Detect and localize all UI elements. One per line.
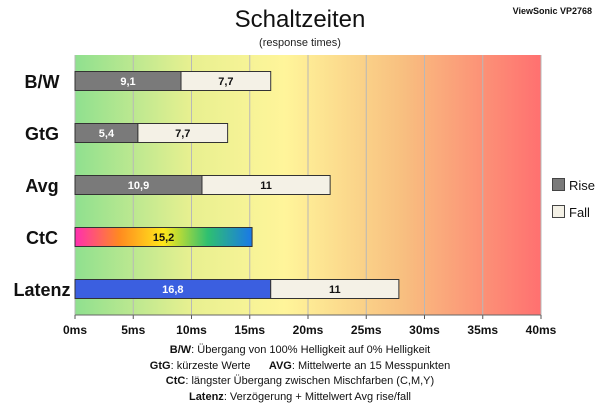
legend-fall-label: Fall xyxy=(569,205,590,220)
x-tick-label: 15ms xyxy=(234,323,265,337)
chart-title: Schaltzeiten xyxy=(234,6,366,33)
note-latenz-text: : Verzögerung + Mittelwert Avg rise/fall xyxy=(223,390,412,403)
note-gtg-text: : kürzeste Werte xyxy=(170,359,251,372)
rise-value-label: 10,9 xyxy=(128,180,149,192)
fall-value-label: 7,7 xyxy=(218,76,233,88)
x-tick-label: 10ms xyxy=(176,323,207,337)
note-ctc: CtC: längster Übergang zwischen Mischfar… xyxy=(0,374,600,390)
fall-bar xyxy=(201,175,331,195)
note-latenz: Latenz: Verzögerung + Mittelwert Avg ris… xyxy=(0,390,600,406)
x-tick-label: 25ms xyxy=(351,323,382,337)
footnotes: B/W: Übergang von 100% Helligkeit auf 0%… xyxy=(0,343,600,405)
legend-fall: Fall xyxy=(552,205,590,220)
note-ctc-text: : längster Übergang zwischen Mischfarben… xyxy=(185,375,435,387)
rise-value-label: 15,2 xyxy=(153,232,174,244)
chart-subtitle: (response times) xyxy=(259,37,341,49)
rise-value-label: 9,1 xyxy=(120,76,135,88)
legend-rise-label: Rise xyxy=(569,178,596,193)
note-bw-key: B/W xyxy=(169,344,192,356)
category-label: B/W xyxy=(25,72,60,92)
x-tick-label: 5ms xyxy=(121,323,145,337)
legend-rise: Rise xyxy=(552,178,595,193)
rise-bar xyxy=(74,227,253,247)
x-tick-label: 35ms xyxy=(467,323,498,337)
note-ctc-key: CtC xyxy=(165,375,186,387)
note-gtg-avg: GtG: kürzeste Werte AVG: Mittelwerte an … xyxy=(0,359,600,375)
fall-value-label: 11 xyxy=(329,284,341,296)
fall-value-label: 11 xyxy=(260,180,272,192)
rise-value-label: 5,4 xyxy=(99,128,115,140)
note-avg-key: AVG xyxy=(268,359,292,372)
note-gtg-key: GtG xyxy=(149,359,171,372)
legend-fall-swatch xyxy=(552,205,565,218)
brand-label: ViewSonic VP2768 xyxy=(512,6,592,16)
category-label: GtG xyxy=(25,124,59,144)
x-tick-label: 0ms xyxy=(63,323,87,337)
note-avg-text: : Mittelwerte an 15 Messpunkten xyxy=(291,359,451,372)
x-tick-label: 20ms xyxy=(293,323,324,337)
note-latenz-key: Latenz xyxy=(188,390,224,403)
legend-rise-swatch xyxy=(552,178,565,191)
note-bw: B/W: Übergang von 100% Helligkeit auf 0%… xyxy=(0,343,600,359)
category-label: Latenz xyxy=(13,280,70,300)
fall-bar xyxy=(180,71,272,91)
category-label: Avg xyxy=(25,176,58,196)
category-label: CtC xyxy=(26,228,58,248)
fall-value-label: 7,7 xyxy=(175,128,190,140)
chart: 9,1 7,7 5,4 7,7 10,9 11 15,2 16,8 11 B/W GtG Avg Ct… xyxy=(13,55,557,337)
note-bw-text: : Übergang von 100% Helligkeit auf 0% He… xyxy=(191,344,431,356)
x-tick-label: 30ms xyxy=(409,323,440,337)
fall-bar xyxy=(270,279,400,299)
x-tick-label: 40ms xyxy=(526,323,557,337)
fall-bar xyxy=(137,123,229,143)
rise-value-label: 16,8 xyxy=(162,284,183,296)
